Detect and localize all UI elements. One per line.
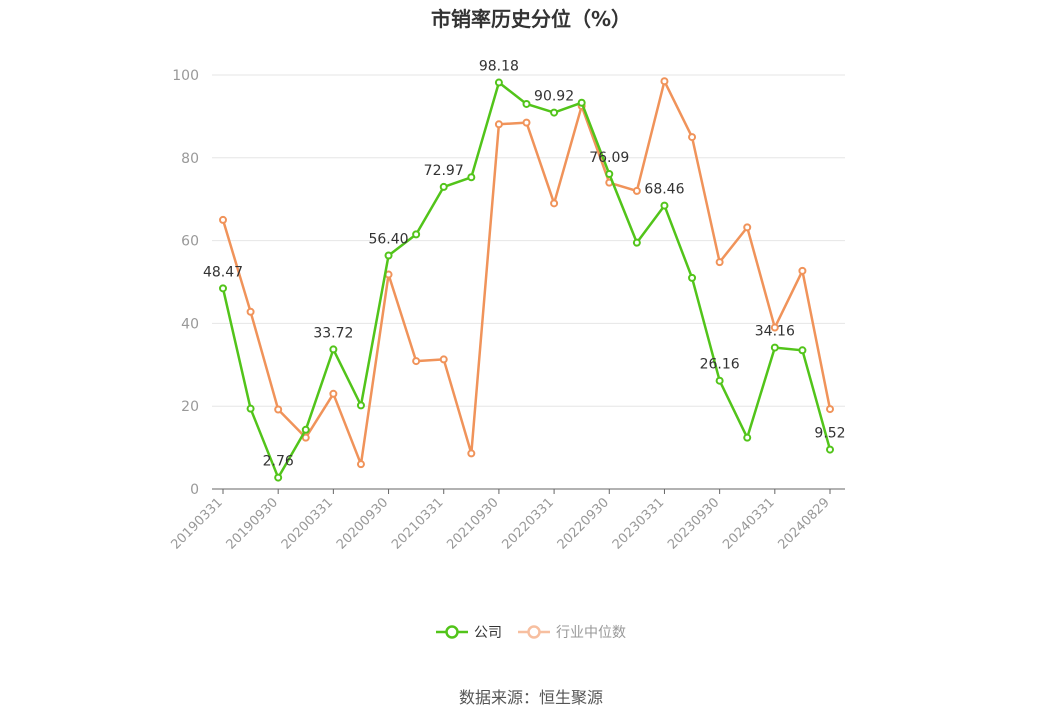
y-tick-label: 20 [181, 399, 199, 415]
industry-data-point [632, 186, 641, 195]
industry-data-point [219, 215, 227, 224]
legend-item-industry[interactable]: 行业中位数 [518, 622, 626, 642]
industry-data-point [688, 133, 697, 142]
industry-data-point [770, 323, 779, 332]
company-data-point [384, 251, 393, 260]
x-tick-label: 20230331 [610, 495, 667, 552]
company-data-point [743, 433, 752, 442]
industry-data-point [412, 357, 421, 366]
company-data-point [356, 401, 365, 410]
x-tick-label: 20210331 [389, 495, 446, 552]
axis-layer: 0 20 40 60 80 100 2019033120190930202003312020… [168, 68, 845, 553]
industry-data-point [329, 389, 338, 398]
company-data-point [770, 343, 779, 352]
company-data-point [522, 99, 531, 108]
legend: 公司 行业中位数 [0, 622, 1062, 642]
data-label-layer: 48.47 2.76 33.72 56.40 72.97 98.18 90.92 76.09 6… [203, 59, 846, 470]
company-data-point [688, 273, 697, 282]
series-layer [219, 77, 834, 482]
company-data-label: 33.72 [313, 325, 353, 341]
company-series-line [221, 81, 832, 479]
legend-item-company[interactable]: 公司 [436, 622, 502, 642]
company-data-point [439, 182, 448, 191]
industry-data-point [301, 433, 310, 442]
x-tick-label: 20220930 [555, 495, 612, 552]
company-data-point [219, 284, 227, 293]
y-tick-label: 100 [172, 68, 199, 84]
legend-line-icon [436, 625, 468, 639]
x-tick-label: 20210930 [444, 495, 501, 552]
source-note: 数据来源：恒生聚源 [458, 688, 603, 707]
company-data-point [660, 201, 669, 210]
y-tick-label: 80 [181, 151, 199, 167]
company-data-label: 9.52 [814, 426, 845, 442]
industry-data-point [660, 77, 669, 86]
company-data-point [467, 173, 476, 182]
x-tick-label: 20190930 [224, 495, 281, 552]
company-data-point [329, 345, 338, 354]
industry-data-point [826, 405, 834, 414]
company-data-point [826, 445, 834, 454]
industry-data-point [274, 405, 283, 414]
x-tick-label: 20200930 [334, 495, 391, 552]
industry-data-point [743, 223, 752, 232]
company-data-point [632, 238, 641, 247]
company-data-label: 68.46 [644, 182, 684, 198]
company-data-label: 48.47 [203, 264, 243, 280]
legend-label-industry: 行业中位数 [556, 625, 626, 641]
company-data-label: 56.40 [368, 232, 408, 248]
industry-data-point [494, 120, 503, 129]
company-data-label: 2.76 [263, 454, 294, 470]
industry-data-point [522, 118, 531, 127]
y-tick-label: 40 [181, 316, 199, 332]
y-tick-label: 60 [181, 234, 199, 250]
x-tick-label: 20240829 [775, 495, 832, 552]
company-data-label: 90.92 [534, 89, 574, 105]
company-data-point [246, 404, 255, 413]
industry-data-point [550, 199, 559, 208]
company-data-point [274, 473, 283, 482]
company-data-label: 76.09 [589, 150, 629, 166]
company-data-point [798, 346, 807, 355]
x-tick-label: 20200331 [279, 495, 336, 552]
company-data-point [577, 98, 586, 107]
industry-data-point [798, 266, 807, 275]
grid-layer [212, 74, 845, 407]
company-data-label: 72.97 [424, 163, 464, 179]
y-tick-label: 0 [190, 482, 199, 498]
x-tick-label: 20220331 [500, 495, 557, 552]
industry-data-point [246, 307, 255, 316]
industry-data-point [356, 460, 365, 469]
legend-label-company: 公司 [474, 625, 502, 641]
company-data-point [412, 230, 421, 239]
industry-data-point [439, 355, 448, 364]
x-tick-label: 20240331 [720, 495, 777, 552]
legend-line-icon [518, 625, 550, 639]
industry-data-point [715, 258, 724, 267]
x-tick-label: 20230930 [665, 495, 722, 552]
company-data-label: 26.16 [700, 357, 740, 373]
x-tick-label: 20190331 [168, 495, 225, 552]
company-data-label: 34.16 [755, 324, 795, 340]
company-data-label: 98.18 [479, 59, 519, 75]
company-data-point [550, 108, 559, 117]
industry-data-point [467, 449, 476, 458]
company-data-point [605, 169, 614, 178]
chart-title: 市销率历史分位（%） [430, 7, 632, 31]
company-data-point [301, 425, 310, 434]
company-data-point [715, 376, 724, 385]
company-data-point [494, 78, 503, 87]
